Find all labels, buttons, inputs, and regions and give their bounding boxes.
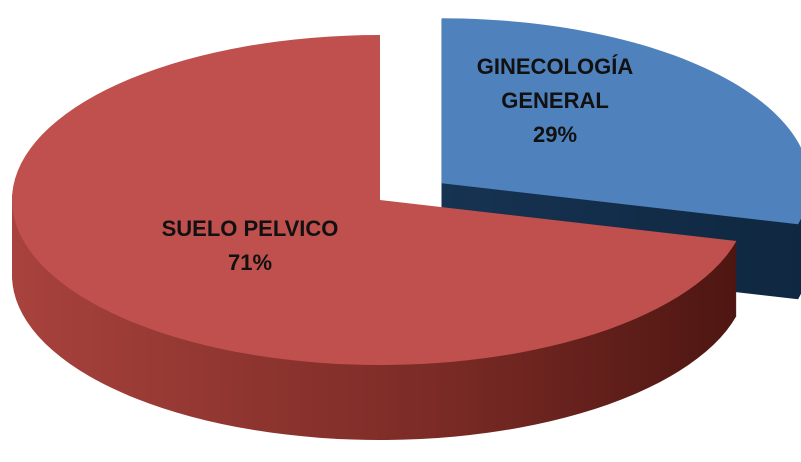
value-label: 29% xyxy=(532,122,578,147)
slice xyxy=(11,35,737,441)
category-label: GINECOLOGÍA GENERAL xyxy=(476,54,634,113)
data-label: GINECOLOGÍA GENERAL 29% xyxy=(455,50,655,152)
value-label: 71% xyxy=(227,250,273,275)
category-label: SUELO PELVICO xyxy=(161,216,339,241)
slice-top xyxy=(11,35,737,366)
slice-top xyxy=(441,18,801,225)
data-label: SUELO PELVICO 71% xyxy=(120,212,380,280)
